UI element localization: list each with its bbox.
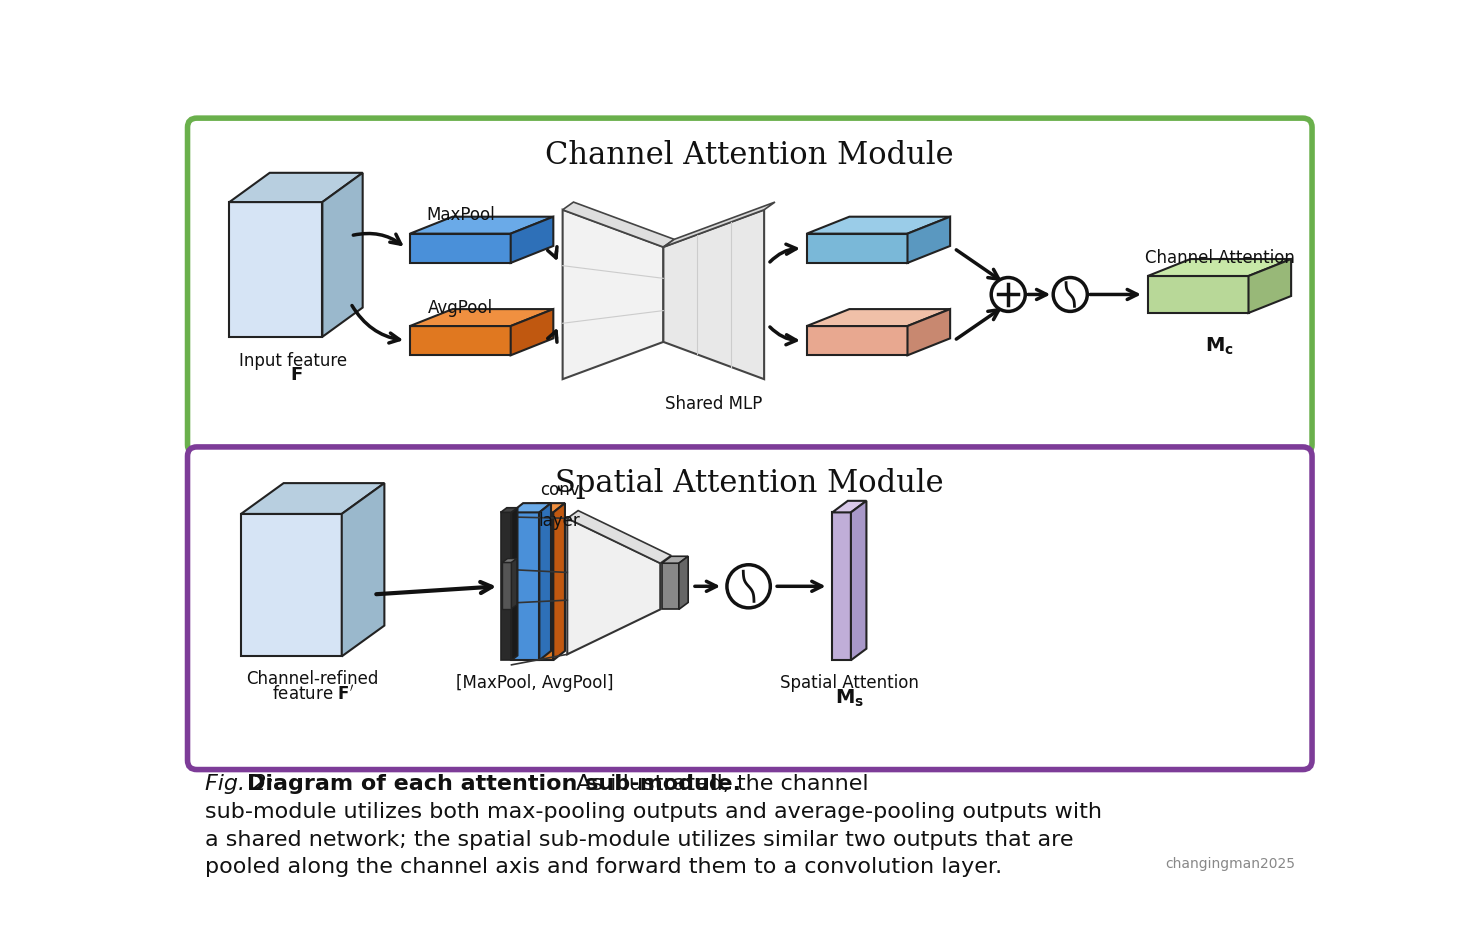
Polygon shape — [410, 234, 511, 263]
Polygon shape — [512, 503, 552, 513]
Polygon shape — [661, 556, 688, 563]
Polygon shape — [500, 508, 518, 513]
Polygon shape — [663, 202, 775, 247]
Polygon shape — [563, 210, 663, 379]
Text: Fig. 2:: Fig. 2: — [205, 774, 281, 795]
Polygon shape — [241, 514, 342, 657]
Polygon shape — [511, 309, 553, 356]
Polygon shape — [832, 513, 851, 660]
Polygon shape — [512, 513, 540, 660]
FancyBboxPatch shape — [187, 118, 1312, 454]
Polygon shape — [679, 556, 688, 609]
Polygon shape — [322, 173, 363, 337]
Polygon shape — [1148, 259, 1292, 276]
Text: changingman2025: changingman2025 — [1165, 857, 1295, 871]
Polygon shape — [342, 483, 385, 657]
Text: Diagram of each attention sub-module.: Diagram of each attention sub-module. — [247, 774, 742, 795]
Polygon shape — [663, 210, 764, 379]
Polygon shape — [1148, 276, 1248, 313]
Text: Spatial Attention Module: Spatial Attention Module — [554, 467, 944, 499]
Text: sub-module utilizes both max-pooling outputs and average-pooling outputs with: sub-module utilizes both max-pooling out… — [205, 802, 1102, 822]
Polygon shape — [563, 202, 674, 247]
Circle shape — [1053, 277, 1087, 311]
Polygon shape — [806, 234, 907, 263]
Polygon shape — [502, 563, 512, 608]
Text: feature $\mathbf{F'}$: feature $\mathbf{F'}$ — [272, 684, 354, 703]
Text: Input feature: Input feature — [240, 352, 353, 370]
Polygon shape — [525, 513, 553, 660]
Polygon shape — [525, 503, 565, 513]
Text: Spatial Attention: Spatial Attention — [780, 674, 919, 692]
Polygon shape — [1248, 259, 1292, 313]
Text: [MaxPool, AvgPool]: [MaxPool, AvgPool] — [455, 674, 613, 692]
Polygon shape — [806, 309, 949, 326]
Polygon shape — [806, 326, 907, 356]
Text: MaxPool: MaxPool — [426, 206, 494, 224]
Polygon shape — [553, 503, 565, 660]
Text: $\mathbf{M_c}$: $\mathbf{M_c}$ — [1206, 336, 1233, 358]
Polygon shape — [410, 309, 553, 326]
Polygon shape — [851, 500, 866, 660]
Circle shape — [727, 565, 771, 608]
Polygon shape — [832, 500, 866, 513]
Polygon shape — [540, 503, 552, 660]
Text: $\mathbf{M_s}$: $\mathbf{M_s}$ — [835, 688, 865, 710]
Text: a shared network; the spatial sub-module utilizes similar two outputs that are: a shared network; the spatial sub-module… — [205, 830, 1072, 850]
Circle shape — [992, 277, 1026, 311]
Polygon shape — [230, 202, 322, 337]
Polygon shape — [512, 558, 516, 608]
Polygon shape — [512, 508, 518, 660]
Text: Channel Attention: Channel Attention — [1144, 249, 1295, 267]
Text: $\mathbf{F}$: $\mathbf{F}$ — [290, 366, 303, 384]
Polygon shape — [241, 483, 385, 514]
Polygon shape — [410, 326, 511, 356]
Text: Channel-refined: Channel-refined — [246, 670, 379, 689]
Polygon shape — [410, 217, 553, 234]
Polygon shape — [230, 173, 363, 202]
Polygon shape — [568, 518, 660, 655]
Polygon shape — [511, 217, 553, 263]
FancyBboxPatch shape — [187, 447, 1312, 769]
Polygon shape — [907, 309, 949, 356]
Text: layer: layer — [538, 513, 581, 531]
Polygon shape — [907, 217, 949, 263]
Text: Shared MLP: Shared MLP — [666, 394, 762, 412]
Text: As illustrated, the channel: As illustrated, the channel — [569, 774, 869, 795]
Polygon shape — [502, 558, 516, 563]
Polygon shape — [568, 511, 672, 563]
Text: Channel Attention Module: Channel Attention Module — [546, 140, 954, 171]
Polygon shape — [500, 513, 512, 660]
Polygon shape — [806, 217, 949, 234]
Text: AvgPool: AvgPool — [427, 299, 493, 317]
Text: conv: conv — [540, 481, 579, 499]
Text: pooled along the channel axis and forward them to a convolution layer.: pooled along the channel axis and forwar… — [205, 857, 1002, 877]
Polygon shape — [661, 563, 679, 609]
